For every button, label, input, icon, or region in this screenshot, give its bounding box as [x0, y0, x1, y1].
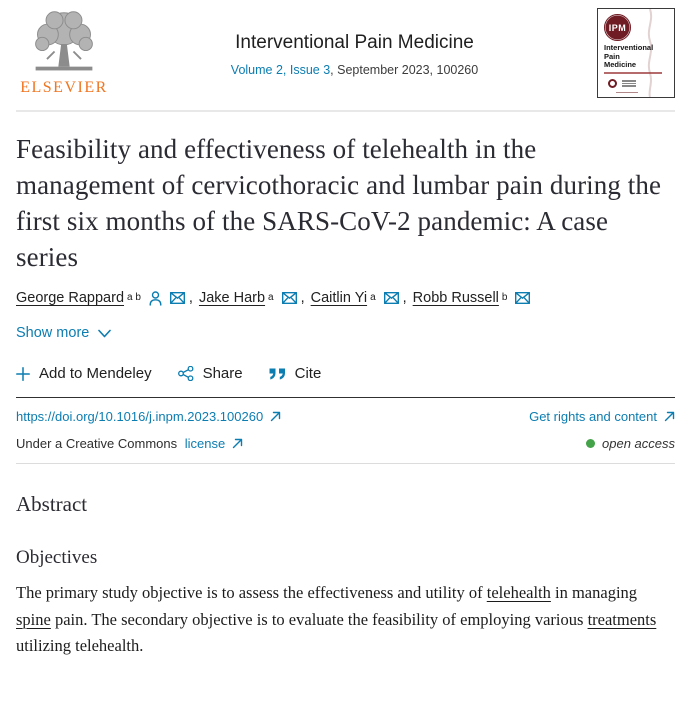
paragraph-text: utilizing telehealth. [16, 636, 144, 655]
journal-info: Interventional Pain Medicine Volume 2, I… [112, 8, 597, 77]
treatments-term-link[interactable]: treatments [587, 609, 657, 629]
plus-icon [16, 366, 30, 381]
author-profile-icon[interactable] [149, 290, 162, 306]
author-affiliation-sup: b [501, 291, 508, 303]
elsevier-tree-icon [35, 11, 93, 71]
paragraph-text: The primary study objective is to assess… [16, 583, 487, 602]
open-access-label: open access [602, 436, 675, 451]
author-robb-russell: Robb Russell b [413, 290, 531, 306]
cover-journal-title: Interventional Pain Medicine [604, 43, 654, 70]
article-page: ELSEVIER Interventional Pain Medicine Vo… [16, 0, 675, 660]
telehealth-term-link[interactable]: telehealth [486, 583, 551, 602]
header-divider [16, 110, 675, 112]
chevron-down-icon [98, 329, 112, 337]
author-george-rappard: George Rappard a b [16, 290, 185, 306]
objectives-heading: Objectives [16, 547, 98, 568]
author-separator: , [300, 290, 305, 306]
issue-suffix: , September 2023, 100260 [330, 63, 479, 77]
external-link-icon [233, 438, 243, 449]
cite-quote-icon [269, 368, 285, 379]
volume-issue-link[interactable]: Volume 2, Issue 3 [230, 63, 331, 77]
cite-button[interactable]: Cite [269, 365, 322, 382]
get-rights-link[interactable]: Get rights and content [529, 409, 675, 424]
author-link[interactable]: Caitlin Yi [310, 290, 368, 306]
action-bar: Add to Mendeley Share Cite [16, 365, 675, 382]
add-to-mendeley-label: Add to Mendeley [39, 365, 152, 382]
cover-mini-text-art [622, 80, 636, 87]
open-access-badge: open access [586, 436, 675, 451]
external-link-icon [664, 411, 675, 422]
author-affiliation-sup: a [370, 291, 376, 303]
meta-section: https://doi.org/10.1016/j.inpm.2023.1002… [16, 397, 675, 464]
issue-line: Volume 2, Issue 3, September 2023, 10026… [112, 63, 597, 77]
cover-bottom-text-art [616, 91, 638, 93]
share-icon [177, 366, 194, 381]
email-icon[interactable] [515, 292, 531, 304]
author-caitlin-yi: Caitlin Yi a [311, 290, 399, 306]
author-jake-harb: Jake Harb a [199, 290, 297, 306]
author-separator: , [402, 290, 407, 306]
journal-cover-thumbnail[interactable]: IPM Interventional Pain Medicine [597, 8, 675, 98]
author-affiliation-sup: a b [127, 291, 141, 303]
meta-bottom-divider [16, 463, 675, 464]
cover-stamp-icon [608, 79, 617, 88]
author-affiliation-sup: a [268, 291, 274, 303]
article-title: Feasibility and effectiveness of telehea… [16, 134, 662, 272]
cite-label: Cite [294, 365, 322, 382]
open-access-dot-icon [586, 439, 595, 448]
doi-row: https://doi.org/10.1016/j.inpm.2023.1002… [16, 398, 675, 429]
cover-ipm-badge: IPM [604, 14, 631, 41]
cover-spine-art [647, 9, 653, 97]
paragraph-text: in managing [550, 583, 638, 602]
author-separator: , [188, 290, 193, 306]
abstract-heading: Abstract [16, 492, 88, 516]
email-icon[interactable] [169, 292, 185, 304]
share-label: Share [202, 365, 243, 382]
license-link[interactable]: license [185, 436, 243, 451]
email-icon[interactable] [281, 292, 297, 304]
spine-term-link[interactable]: spine [16, 609, 51, 629]
paragraph-text: pain. The secondary objective is to eval… [50, 609, 588, 629]
objectives-paragraph: The primary study objective is to assess… [16, 580, 671, 660]
journal-title-link[interactable]: Interventional Pain Medicine [235, 32, 474, 53]
license-row: Under a Creative Commons license open ac… [16, 429, 675, 463]
email-icon[interactable] [383, 292, 399, 304]
publisher-wordmark: ELSEVIER [20, 79, 108, 96]
cover-tagline-art [604, 71, 662, 74]
license-prefix: Under a Creative Commons [16, 436, 178, 451]
show-more-label: Show more [16, 325, 90, 341]
add-to-mendeley-button[interactable]: Add to Mendeley [16, 365, 152, 382]
author-link[interactable]: Robb Russell [412, 290, 499, 306]
doi-link[interactable]: https://doi.org/10.1016/j.inpm.2023.1002… [16, 409, 281, 424]
journal-header: ELSEVIER Interventional Pain Medicine Vo… [16, 0, 675, 110]
author-list: George Rappard a b , Jake Harb a , Caitl… [16, 290, 675, 306]
meta-top-divider [16, 397, 675, 398]
cover-footer-art [608, 79, 636, 88]
share-button[interactable]: Share [177, 365, 243, 382]
author-link[interactable]: George Rappard [16, 290, 125, 306]
author-link[interactable]: Jake Harb [198, 290, 266, 306]
show-more-button[interactable]: Show more [16, 325, 112, 341]
elsevier-logo[interactable]: ELSEVIER [16, 8, 112, 97]
license-statement: Under a Creative Commons license [16, 436, 243, 451]
external-link-icon [270, 411, 281, 422]
